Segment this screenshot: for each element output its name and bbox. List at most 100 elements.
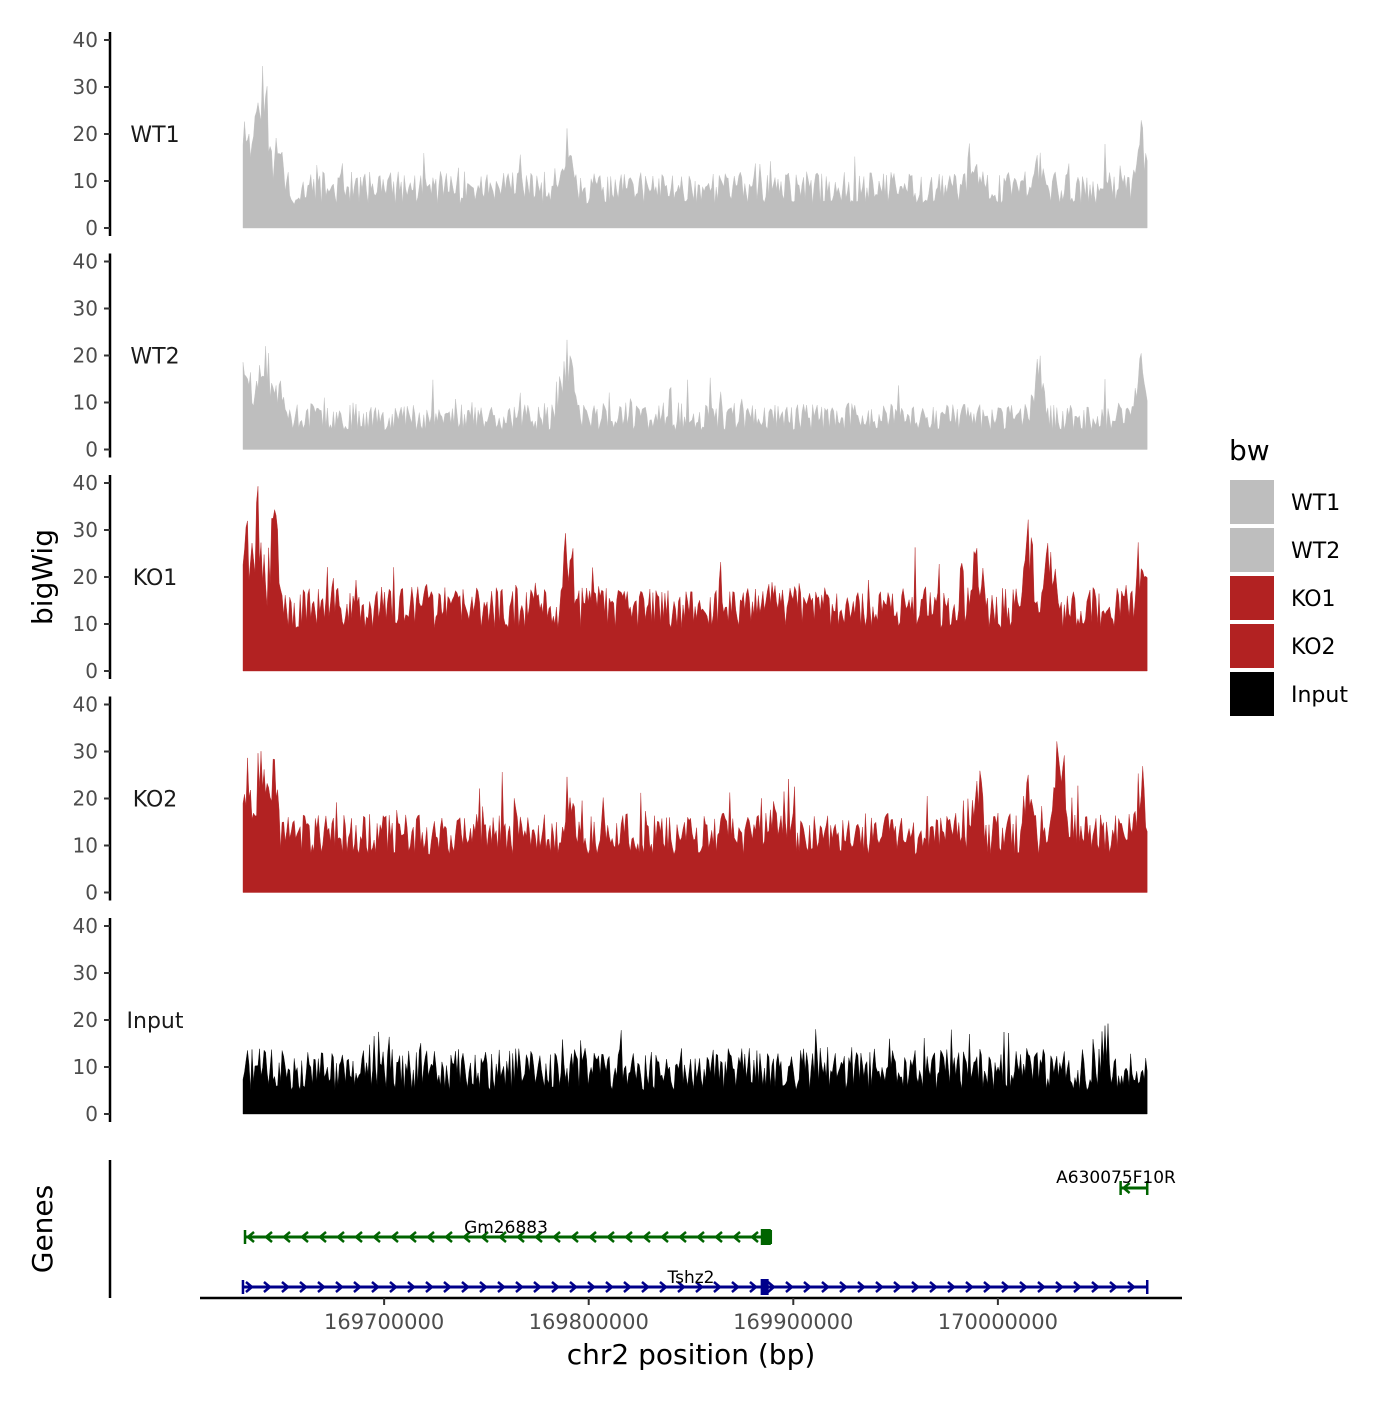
y-tick-label: 30 <box>73 518 98 542</box>
y-tick-label: 30 <box>73 740 98 764</box>
strand-chevron <box>803 1281 812 1293</box>
legend-item-wt2: WT2 <box>1230 528 1340 572</box>
y-tick-label: 20 <box>73 565 98 589</box>
strand-chevron <box>263 1281 272 1293</box>
strand-chevron <box>318 1231 327 1243</box>
legend-label: KO2 <box>1291 635 1336 660</box>
strand-chevron <box>642 1231 651 1243</box>
gene-label: Tshz2 <box>667 1268 715 1288</box>
coverage-area-ko1 <box>242 486 1148 672</box>
strand-chevron <box>1109 1281 1118 1293</box>
strand-chevron <box>245 1281 254 1293</box>
strand-chevron <box>624 1231 633 1243</box>
strand-chevron <box>893 1281 902 1293</box>
coverage-area-wt1 <box>242 66 1148 229</box>
legend-swatch <box>1230 576 1274 620</box>
strand-chevron <box>371 1281 380 1293</box>
y-tick-label: 20 <box>73 1008 98 1032</box>
strand-chevron <box>660 1231 669 1243</box>
strand-chevron <box>732 1231 741 1243</box>
legend-item-input: Input <box>1230 672 1348 716</box>
y-tick-label: 40 <box>73 28 98 52</box>
strand-chevron <box>785 1281 794 1293</box>
strand-chevron <box>1091 1281 1100 1293</box>
strand-chevron <box>372 1231 381 1243</box>
legend-swatch <box>1230 624 1274 668</box>
strand-chevron <box>623 1281 632 1293</box>
strand-chevron <box>857 1281 866 1293</box>
strand-chevron <box>605 1281 614 1293</box>
strand-chevron <box>353 1281 362 1293</box>
track-label: Input <box>127 1009 184 1034</box>
genes-panel: Genes A630075F10R Gm26883 Tshz2 <box>26 1160 1176 1298</box>
track-label: KO2 <box>133 788 178 813</box>
track-label: WT1 <box>130 123 179 148</box>
genes-axis-title: Genes <box>26 1185 59 1273</box>
strand-chevron <box>281 1281 290 1293</box>
strand-chevron <box>821 1281 830 1293</box>
y-tick-label: 40 <box>73 250 98 274</box>
track-wt1: 0 10 20 30 40 WT1 <box>73 28 1148 240</box>
legend-item-ko1: KO1 <box>1230 576 1336 620</box>
strand-chevron <box>407 1281 416 1293</box>
y-tick-label: 10 <box>73 1055 98 1079</box>
y-axis-title: bigWig <box>26 529 59 625</box>
strand-chevron <box>696 1231 705 1243</box>
legend-swatch <box>1230 528 1274 572</box>
strand-chevron <box>731 1281 740 1293</box>
strand-chevron <box>336 1231 345 1243</box>
strand-chevron <box>695 1281 704 1293</box>
strand-chevron <box>354 1231 363 1243</box>
strand-chevron <box>282 1231 291 1243</box>
strand-chevron <box>317 1281 326 1293</box>
strand-chevron <box>461 1281 470 1293</box>
track-ko1: 0 10 20 30 40 KO1 <box>73 471 1148 683</box>
strand-chevron <box>443 1281 452 1293</box>
y-tick-label: 20 <box>73 787 98 811</box>
strand-chevron <box>497 1281 506 1293</box>
strand-chevron <box>515 1281 524 1293</box>
strand-chevron <box>444 1231 453 1243</box>
strand-chevron <box>1073 1281 1082 1293</box>
y-tick-label: 0 <box>85 1102 98 1126</box>
track-wt2: 0 10 20 30 40 WT2 <box>73 250 1148 462</box>
strand-chevron <box>533 1281 542 1293</box>
y-tick-label: 40 <box>73 693 98 717</box>
y-tick-label: 10 <box>73 612 98 636</box>
strand-chevron <box>498 1231 507 1243</box>
strand-chevron <box>1001 1281 1010 1293</box>
coverage-area-ko2 <box>242 741 1148 893</box>
strand-chevron <box>659 1281 668 1293</box>
strand-chevron <box>389 1281 398 1293</box>
strand-chevron <box>965 1281 974 1293</box>
strand-chevron <box>551 1281 560 1293</box>
strand-chevron <box>750 1231 759 1243</box>
strand-chevron <box>335 1281 344 1293</box>
strand-chevron <box>714 1231 723 1243</box>
legend-item-ko2: KO2 <box>1230 624 1336 668</box>
strand-chevron <box>947 1281 956 1293</box>
y-tick-label: 0 <box>85 659 98 683</box>
y-tick-label: 40 <box>73 914 98 938</box>
strand-chevron <box>570 1231 579 1243</box>
y-tick-label: 40 <box>73 471 98 495</box>
x-tick-label: 169900000 <box>733 1310 853 1334</box>
y-tick-label: 30 <box>73 75 98 99</box>
strand-chevron <box>516 1231 525 1243</box>
strand-chevron <box>875 1281 884 1293</box>
strand-chevron <box>713 1281 722 1293</box>
strand-chevron <box>678 1231 687 1243</box>
strand-chevron <box>462 1231 471 1243</box>
gene-tshz2: Tshz2 <box>241 1268 1149 1295</box>
strand-chevron <box>641 1281 650 1293</box>
strand-chevron <box>983 1281 992 1293</box>
strand-chevron <box>587 1281 596 1293</box>
legend-label: KO1 <box>1291 587 1336 612</box>
strand-chevron <box>246 1231 255 1243</box>
strand-chevron <box>479 1281 488 1293</box>
y-tick-label: 10 <box>73 391 98 415</box>
x-axis: 169700000 169800000 169900000 170000000 chr2… <box>200 1296 1182 1371</box>
strand-chevron <box>299 1281 308 1293</box>
x-axis-title: chr2 position (bp) <box>567 1338 816 1371</box>
